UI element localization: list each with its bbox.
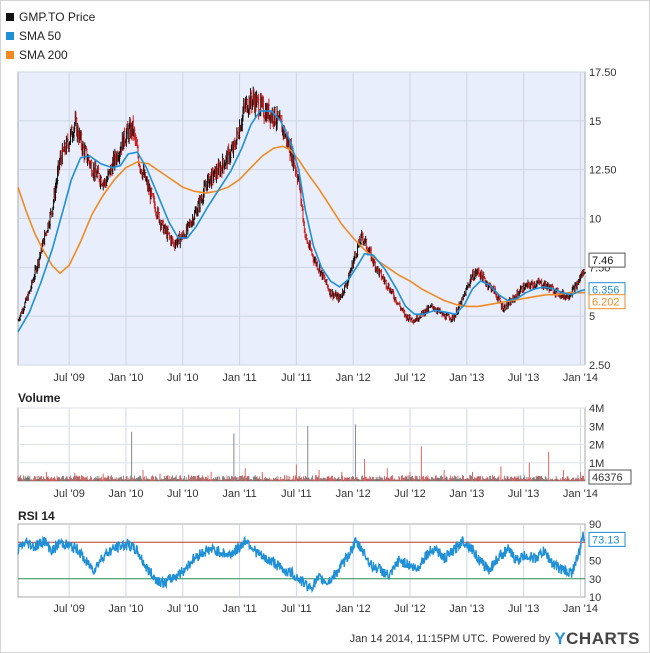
rsi-x-tick-label: Jan '14 — [563, 603, 598, 615]
price-y-tick-label: 2.50 — [589, 360, 610, 372]
volume-last-box — [588, 469, 632, 485]
volume-x-tick-label: Jan '13 — [449, 488, 484, 500]
volume-x-tick-label: Jul '13 — [508, 488, 539, 500]
price-x-tick-label: Jul '12 — [394, 372, 425, 384]
price-y-tick-label: 5 — [589, 311, 595, 323]
legend-sma200-label: SMA 200 — [19, 48, 68, 62]
volume-y-tick-label: 3M — [589, 421, 604, 433]
footer-powered: Powered by — [492, 633, 551, 645]
rsi-x-tick-label: Jul '11 — [281, 603, 312, 615]
price-x-tick-label: Jul '10 — [167, 372, 198, 384]
price-y-tick-label: 15 — [589, 116, 601, 128]
price-x-tick-label: Jan '10 — [108, 372, 143, 384]
ycharts-logo-y: Y — [554, 629, 567, 648]
price-x-tick-label: Jan '11 — [222, 372, 256, 384]
rsi-x-tick-label: Jan '13 — [449, 603, 484, 615]
price-y-tick-label: 10 — [589, 214, 601, 226]
last-value-label: 6.356 — [592, 285, 620, 297]
volume-title: Volume — [18, 391, 61, 405]
rsi-x-tick-label: Jan '10 — [108, 603, 143, 615]
volume-x-tick-label: Jul '12 — [394, 488, 425, 500]
last-value-box — [588, 252, 626, 268]
legend-sma50: SMA 50 — [6, 29, 61, 43]
rsi-x-tick-label: Jul '10 — [167, 603, 198, 615]
ycharts-logo-rest: CHARTS — [566, 629, 640, 648]
price-x-tick-label: Jul '11 — [281, 372, 312, 384]
volume-x-tick-label: Jul '11 — [281, 488, 312, 500]
sma200-swatch-icon — [6, 51, 14, 59]
rsi-y-tick-label: 90 — [589, 519, 601, 531]
price-x-tick-label: Jul '09 — [53, 372, 84, 384]
sma50-swatch-icon — [6, 32, 14, 40]
volume-y-tick-label: 1M — [589, 458, 604, 470]
footer-timestamp: Jan 14 2014, 11:15PM UTC. — [349, 633, 489, 645]
volume-y-tick-label: 2M — [589, 440, 604, 452]
volume-x-tick-label: Jul '10 — [167, 488, 198, 500]
price-x-tick-label: Jan '14 — [563, 372, 598, 384]
price-x-tick-label: Jan '13 — [449, 372, 484, 384]
rsi-last-box — [588, 531, 626, 547]
last-value-label: 6.202 — [592, 297, 620, 309]
rsi-line — [17, 531, 586, 594]
last-value-label: 7.46 — [592, 255, 613, 267]
legend-price: GMP.TO Price — [6, 10, 95, 24]
volume-x-tick-label: Jan '10 — [108, 488, 143, 500]
rsi-x-tick-label: Jul '12 — [394, 603, 425, 615]
volume-x-tick-label: Jan '14 — [563, 488, 598, 500]
sma200-line — [17, 145, 585, 308]
price-x-tick-label: Jan '12 — [336, 372, 371, 384]
rsi-last-label: 73.13 — [592, 534, 620, 546]
volume-x-tick-label: Jul '09 — [53, 488, 84, 500]
rsi-x-tick-label: Jul '13 — [508, 603, 539, 615]
ycharts-logo: YCHARTS — [554, 629, 640, 649]
price-y-tick-label: 12.50 — [589, 165, 617, 177]
rsi-x-tick-label: Jul '09 — [53, 603, 84, 615]
rsi-y-tick-label: 30 — [589, 574, 601, 586]
legend-price-label: GMP.TO Price — [19, 10, 96, 24]
rsi-y-tick-label: 50 — [589, 556, 601, 568]
price-x-tick-label: Jul '13 — [508, 372, 539, 384]
rsi-title: RSI 14 — [18, 509, 55, 523]
last-value-box — [588, 294, 626, 310]
sma50-line — [17, 110, 586, 333]
rsi-x-tick-label: Jan '11 — [222, 603, 256, 615]
rsi-x-tick-label: Jan '12 — [336, 603, 371, 615]
footer: Jan 14 2014, 11:15PM UTC. Powered by YCH… — [350, 629, 640, 649]
rsi-y-tick-label: 10 — [589, 592, 601, 604]
volume-y-tick-label: 4M — [589, 403, 604, 415]
volume-last-label: 46376 — [592, 472, 623, 484]
price-y-tick-label: 17.50 — [589, 67, 617, 79]
legend-sma50-label: SMA 50 — [19, 29, 62, 43]
legend-sma200: SMA 200 — [6, 48, 68, 62]
volume-x-tick-label: Jan '11 — [222, 488, 256, 500]
price-swatch-icon — [6, 13, 14, 21]
volume-x-tick-label: Jan '12 — [336, 488, 371, 500]
